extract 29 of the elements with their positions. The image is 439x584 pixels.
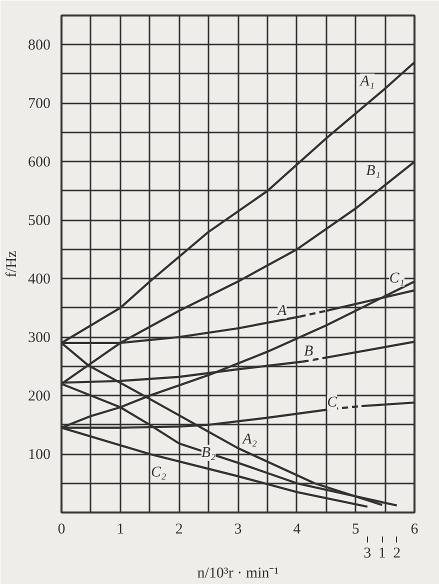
x-tick-label: 4 — [293, 522, 302, 538]
x-tick-label: 2 — [175, 522, 183, 538]
annotation: 3 — [364, 546, 372, 562]
y-tick-label: 600 — [28, 154, 50, 171]
annotation: B — [304, 344, 314, 360]
x-tick-label: 3 — [234, 522, 242, 538]
annotation: B₂ — [201, 444, 216, 461]
annotation: 2 — [393, 546, 401, 562]
y-tick-label: 800 — [28, 38, 50, 54]
y-tick-label: 500 — [28, 213, 50, 230]
annotation: A₂ — [242, 431, 257, 448]
annotation: C — [327, 394, 338, 411]
y-tick-label: 200 — [28, 388, 50, 405]
x-tick-label: 0 — [58, 522, 66, 538]
annotation: C₂ — [150, 464, 166, 481]
y-tick-label: 400 — [28, 272, 50, 288]
y-tick-label: 300 — [28, 330, 50, 346]
annotation: A — [276, 302, 288, 319]
annotation: 1 — [378, 546, 386, 562]
annotation: A₁ — [359, 74, 375, 90]
x-axis-title: n/10³r · min⁻¹ — [197, 566, 279, 582]
annotation: C₁ — [389, 270, 404, 287]
x-tick-label: 1 — [116, 522, 124, 538]
y-axis-title: f/Hz — [4, 250, 20, 278]
annotation: B₁ — [366, 163, 381, 180]
x-tick-label: 6 — [410, 522, 419, 538]
y-tick-label: 100 — [28, 447, 50, 464]
x-tick-label: 5 — [352, 522, 360, 538]
y-tick-label: 700 — [28, 96, 50, 112]
